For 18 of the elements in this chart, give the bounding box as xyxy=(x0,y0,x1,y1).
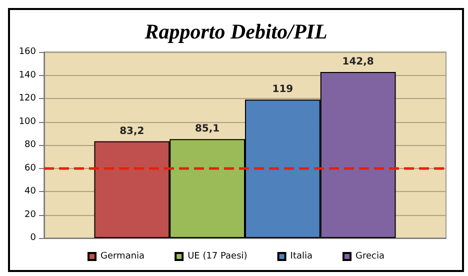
y-tick-label: 60 xyxy=(24,163,36,174)
chart-title: Rapporto Debito/PIL xyxy=(144,20,328,44)
legend-label: Italia xyxy=(290,252,313,262)
legend-label: UE (17 Paesi) xyxy=(188,252,248,262)
y-tick-label: 120 xyxy=(18,94,36,104)
y-tick-label: 80 xyxy=(24,140,36,150)
data-label: 142,8 xyxy=(342,56,374,68)
data-label: 85,1 xyxy=(194,124,220,135)
data-label: 83,2 xyxy=(120,126,144,137)
y-tick-label: 140 xyxy=(18,70,36,80)
y-tick-label: 100 xyxy=(18,116,36,127)
y-tick-label: 20 xyxy=(24,210,36,220)
y-tick-label: 160 xyxy=(18,47,36,57)
y-tick-label: 0 xyxy=(30,233,36,243)
legend-label: Germania xyxy=(100,252,145,262)
legend-label: Grecia xyxy=(356,252,384,262)
y-tick-label: 40 xyxy=(24,186,36,196)
data-label: 119 xyxy=(272,84,294,96)
